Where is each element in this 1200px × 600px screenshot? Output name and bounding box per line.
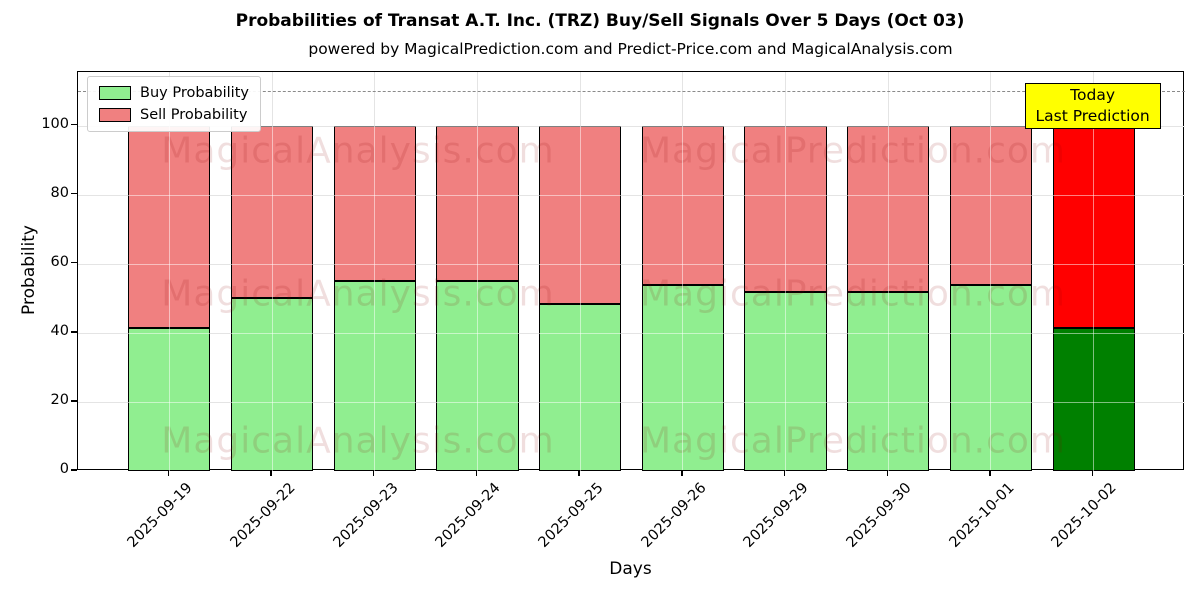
x-tick-label: 2025-09-30 (843, 480, 915, 551)
x-tick-mark (578, 470, 580, 476)
x-tick-mark (886, 470, 888, 476)
gridline-vertical (579, 72, 581, 471)
x-tick-label: 2025-10-01 (946, 480, 1018, 551)
watermark-text: MagicalPrediction.com (640, 273, 1066, 315)
x-tick-mark (167, 470, 170, 476)
gridline-vertical (887, 72, 889, 471)
sell-probability-swatch (99, 108, 131, 122)
y-tick-label: 20 (50, 391, 69, 408)
x-tick-mark (1091, 470, 1094, 476)
y-tick-mark (71, 331, 77, 333)
gridline-vertical (168, 72, 170, 471)
annotation-line-2: Last Prediction (1035, 107, 1150, 125)
watermark-text: MagicalPrediction.com (640, 130, 1066, 172)
legend-label-buy: Buy Probability (140, 85, 249, 101)
gridline-horizontal (78, 194, 1185, 196)
legend-item-buy: Buy Probability (99, 85, 249, 101)
x-tick-label: 2025-09-22 (227, 480, 299, 551)
gridline-vertical (476, 72, 478, 471)
legend: Buy Probability Sell Probability (87, 76, 261, 132)
gridline-horizontal (78, 332, 1185, 334)
watermark-text: MagicalAnalysis.com (161, 420, 555, 462)
x-tick-mark (475, 470, 478, 476)
buy-probability-swatch (99, 86, 131, 100)
y-tick-label: 100 (41, 115, 69, 132)
y-tick-mark (71, 262, 77, 264)
y-tick-mark (71, 469, 77, 471)
watermark-text: MagicalPrediction.com (640, 420, 1066, 462)
chart-title: Probabilities of Transat A.T. Inc. (TRZ)… (235, 11, 965, 31)
x-tick-label: 2025-09-25 (535, 480, 607, 551)
gridline-vertical (785, 72, 787, 471)
y-axis-label: Probability (19, 225, 39, 315)
gridline-vertical (374, 72, 376, 471)
plot-area: Buy Probability Sell Probability Magical… (77, 71, 1185, 471)
x-tick-mark (373, 470, 375, 476)
gridline-vertical (271, 72, 273, 471)
today-annotation: Today Last Prediction (1024, 83, 1161, 129)
x-tick-label: 2025-09-26 (638, 480, 710, 551)
x-axis-label: Days (609, 559, 652, 579)
gridline-vertical (682, 72, 684, 471)
dashed-threshold-line (78, 91, 1185, 92)
x-tick-label: 2025-10-02 (1049, 480, 1120, 551)
gridline-vertical (990, 72, 992, 471)
x-tick-label: 2025-09-23 (330, 480, 402, 551)
gridline-horizontal (78, 125, 1185, 127)
chart-subtitle: powered by MagicalPrediction.com and Pre… (308, 40, 953, 58)
y-tick-mark (71, 400, 77, 402)
gridline-horizontal (78, 263, 1185, 265)
annotation-line-1: Today (1070, 86, 1115, 104)
watermark-text: MagicalAnalysis.com (161, 130, 555, 172)
y-tick-label: 80 (50, 184, 69, 201)
watermark-text: MagicalAnalysis.com (161, 273, 555, 315)
x-tick-label: 2025-09-24 (432, 480, 504, 551)
x-tick-mark (681, 470, 683, 476)
legend-item-sell: Sell Probability (99, 107, 249, 123)
x-tick-mark (270, 470, 272, 476)
y-tick-mark (71, 123, 77, 126)
gridline-horizontal (78, 401, 1185, 403)
x-tick-mark (989, 470, 991, 476)
y-tick-label: 40 (50, 322, 69, 339)
x-tick-label: 2025-09-29 (740, 480, 812, 551)
legend-label-sell: Sell Probability (140, 107, 248, 123)
y-tick-label: 60 (50, 253, 69, 270)
gridline-vertical (1093, 72, 1095, 471)
x-tick-mark (783, 470, 786, 476)
x-tick-label: 2025-09-19 (124, 480, 196, 551)
y-tick-mark (71, 192, 77, 195)
y-tick-label: 0 (59, 461, 69, 477)
